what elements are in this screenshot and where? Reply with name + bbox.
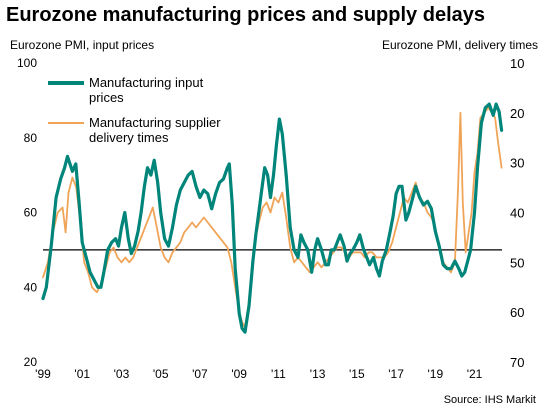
left-axis: 20 40 60 80 100	[17, 56, 37, 369]
x-tick-label: '17	[388, 367, 404, 381]
right-axis-title: Eurozone PMI, delivery times	[381, 38, 538, 52]
right-tick-label: 40	[510, 206, 524, 221]
series-line-input-prices	[41, 102, 504, 334]
chart-title: Eurozone manufacturing prices and supply…	[6, 4, 485, 26]
x-tick-label: '09	[231, 367, 247, 381]
legend-label-delivery-times: Manufacturing supplier delivery times	[89, 115, 221, 145]
x-tick-label: '07	[192, 367, 208, 381]
x-tick-label: '15	[349, 367, 365, 381]
right-tick-label: 70	[510, 355, 524, 370]
right-axis: 10 20 30 40 50 60 70	[510, 56, 524, 370]
left-axis-title: Eurozone PMI, input prices	[10, 38, 155, 52]
x-tick-label: '19	[427, 367, 443, 381]
left-tick-label: 40	[24, 280, 38, 294]
x-tick-label: '99	[35, 367, 51, 381]
right-tick-label: 50	[510, 255, 524, 270]
x-tick-label: '11	[271, 367, 286, 381]
left-tick-label: 100	[17, 56, 37, 70]
left-tick-label: 80	[24, 131, 38, 145]
legend-label-input-prices: Manufacturing input prices	[89, 75, 204, 105]
x-tick-label: '03	[114, 367, 130, 381]
x-tick-label: '13	[310, 367, 326, 381]
right-tick-label: 10	[510, 56, 524, 71]
x-tick-label: '01	[74, 367, 90, 381]
x-tick-label: '21	[467, 367, 483, 381]
series-layer	[41, 102, 504, 334]
x-tick-label: '05	[153, 367, 169, 381]
legend: Manufacturing input prices Manufacturing s…	[48, 75, 221, 145]
right-tick-label: 30	[510, 156, 524, 171]
right-tick-label: 60	[510, 305, 524, 320]
source-note: Source: IHS Markit	[443, 394, 536, 406]
left-tick-label: 20	[24, 355, 38, 369]
right-tick-label: 20	[510, 106, 524, 121]
left-tick-label: 60	[24, 206, 38, 220]
x-axis: '99 '01 '03 '05 '07 '09 '11 '13 '15 '17 '19 '21	[35, 367, 483, 381]
